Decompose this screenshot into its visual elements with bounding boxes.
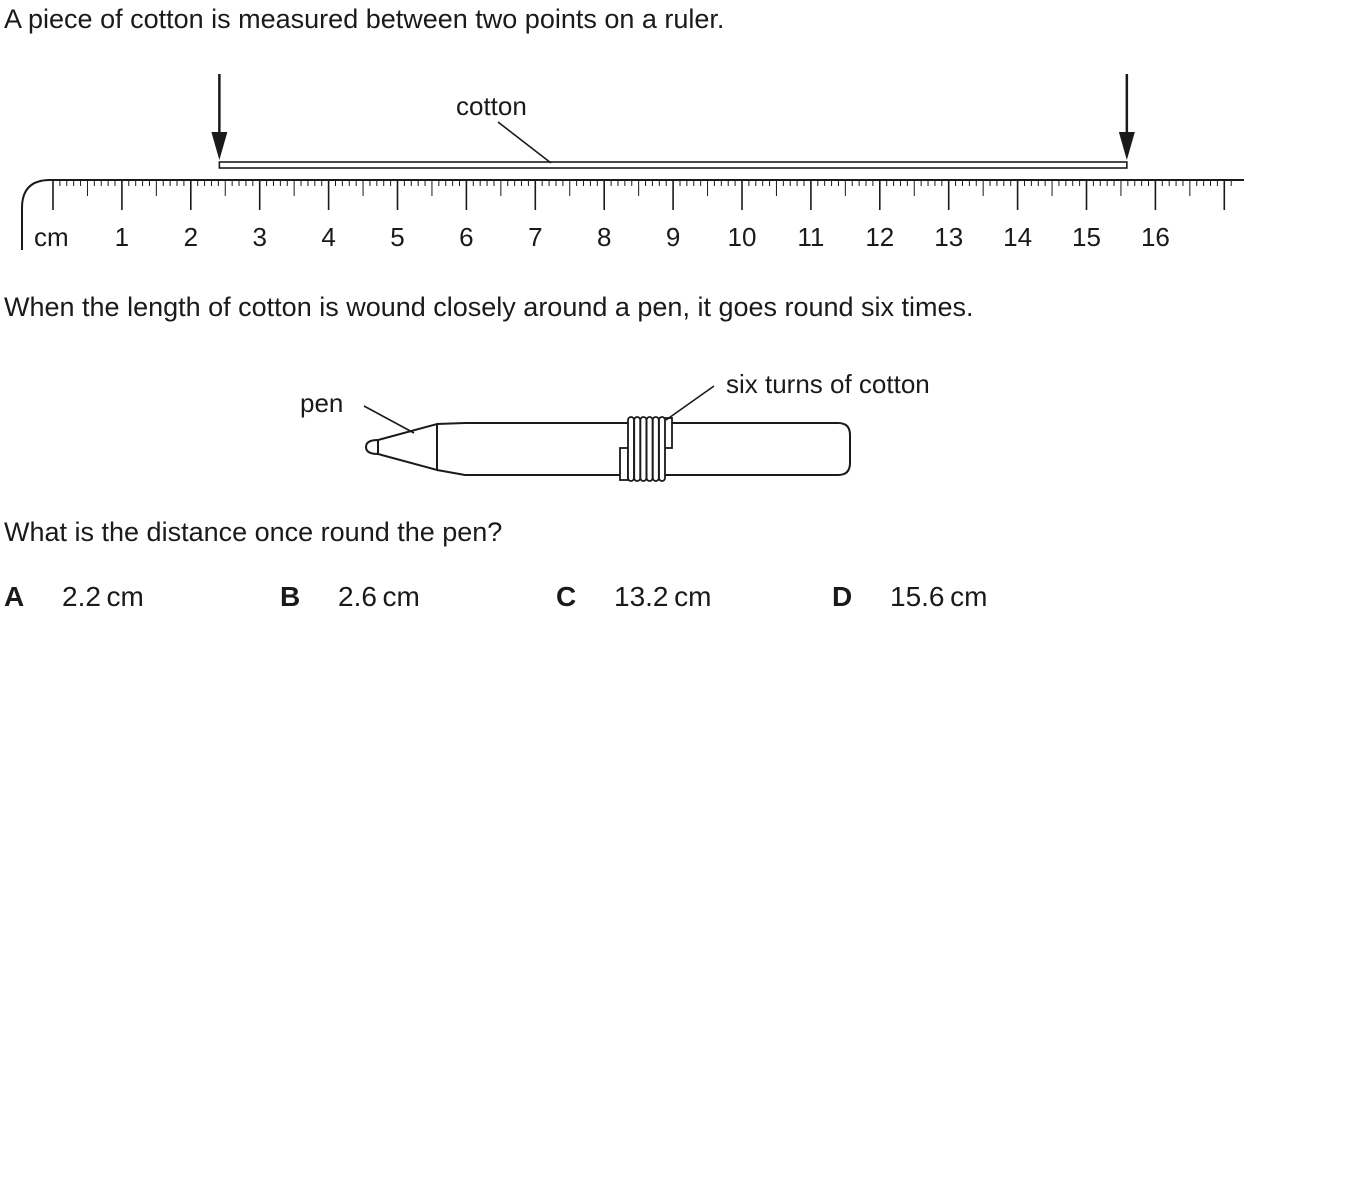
option-letter: C bbox=[556, 581, 577, 612]
option-value: 2.6 cm bbox=[338, 581, 420, 612]
ruler-number: 4 bbox=[321, 222, 335, 252]
pen-label: pen bbox=[300, 388, 343, 418]
option-value: 13.2 cm bbox=[614, 581, 712, 612]
pen-cone bbox=[377, 422, 438, 472]
option-letter: A bbox=[4, 581, 25, 612]
ruler-number: 11 bbox=[797, 222, 824, 252]
ruler-unit-label: cm bbox=[34, 222, 69, 252]
cotton-leader-line bbox=[497, 121, 552, 164]
ruler-number: 14 bbox=[1003, 222, 1032, 252]
ruler-number: 9 bbox=[666, 222, 680, 252]
cotton-turn bbox=[658, 416, 666, 482]
ruler-number: 6 bbox=[459, 222, 473, 252]
option-letter: B bbox=[280, 581, 301, 612]
ruler: cm 1 2 3 4 5 6 7 8 9 10 11 12 13 14 15 16 bbox=[21, 179, 1244, 252]
ruler-number: 3 bbox=[252, 222, 266, 252]
cotton-turn bbox=[639, 416, 648, 482]
cotton-turns bbox=[619, 416, 673, 482]
left-arrow bbox=[211, 74, 228, 160]
cotton-turn bbox=[633, 416, 642, 482]
ruler-number: 13 bbox=[934, 222, 963, 252]
ruler-numbers: 1 2 3 4 5 6 7 8 9 10 11 12 13 14 15 16 bbox=[115, 222, 1170, 252]
ruler-number: 12 bbox=[865, 222, 894, 252]
ruler-number: 16 bbox=[1141, 222, 1170, 252]
pen-barrel bbox=[436, 422, 851, 476]
cotton-strand bbox=[218, 161, 1128, 169]
turns-leader-line bbox=[665, 385, 715, 421]
ruler-figure: cm 1 2 3 4 5 6 7 8 9 10 11 12 13 14 15 16 cotton bbox=[21, 74, 1244, 252]
option-value: 2.2 cm bbox=[62, 581, 144, 612]
ruler-edge bbox=[21, 179, 1244, 250]
question-text: What is the distance once round the pen? bbox=[4, 517, 503, 547]
pen-tip bbox=[364, 439, 379, 455]
pen-figure: pen six turns of cotton bbox=[300, 369, 930, 482]
cotton-turn bbox=[645, 416, 654, 482]
option-letter: D bbox=[832, 581, 853, 612]
ruler-ticks bbox=[52, 180, 1232, 210]
wind-text: When the length of cotton is wound close… bbox=[4, 292, 974, 322]
ruler-number: 1 bbox=[115, 222, 129, 252]
ruler-number: 2 bbox=[184, 222, 198, 252]
cotton-turn bbox=[627, 416, 635, 482]
cotton-label: cotton bbox=[456, 91, 527, 121]
turns-label: six turns of cotton bbox=[726, 369, 930, 399]
right-arrow bbox=[1118, 74, 1135, 160]
cotton-turn bbox=[651, 416, 660, 482]
intro-text: A piece of cotton is measured between tw… bbox=[4, 4, 725, 34]
ruler-number: 5 bbox=[390, 222, 404, 252]
ruler-number: 15 bbox=[1072, 222, 1101, 252]
ruler-number: 7 bbox=[528, 222, 542, 252]
option-value: 15.6 cm bbox=[890, 581, 988, 612]
ruler-number: 8 bbox=[597, 222, 611, 252]
pen-drawing bbox=[364, 422, 851, 476]
pen-leader-line bbox=[363, 405, 415, 434]
cotton-tail bbox=[619, 447, 629, 481]
ruler-number: 10 bbox=[728, 222, 757, 252]
